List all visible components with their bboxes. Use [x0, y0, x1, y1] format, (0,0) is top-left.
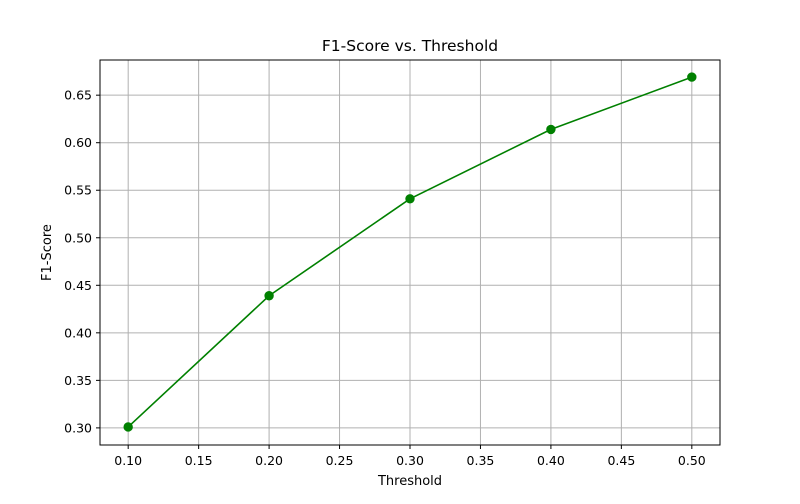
data-point [264, 291, 274, 301]
x-tick-label: 0.25 [326, 453, 354, 468]
data-point [405, 194, 415, 204]
x-tick-label: 0.30 [396, 453, 424, 468]
y-tick-label: 0.50 [64, 230, 92, 245]
data-point [687, 72, 697, 82]
y-tick-label: 0.40 [64, 325, 92, 340]
x-tick-label: 0.45 [607, 453, 635, 468]
x-tick-label: 0.20 [255, 453, 283, 468]
x-tick-label: 0.50 [678, 453, 706, 468]
tick-marks: 0.10 0.15 0.20 0.25 0.30 0.35 0.40 0.45 0.50 0.30… [64, 88, 706, 468]
data-point [546, 124, 556, 135]
x-tick-label: 0.10 [114, 453, 142, 468]
y-axis-label: F1-Score [40, 224, 55, 281]
x-tick-label: 0.15 [185, 453, 213, 468]
y-tick-label: 0.30 [64, 420, 92, 435]
x-axis-label: Threshold [377, 474, 442, 489]
chart-title: F1-Score vs. Threshold [322, 37, 498, 55]
y-tick-label: 0.65 [64, 88, 92, 103]
grid-lines [100, 60, 720, 445]
x-tick-label: 0.35 [467, 453, 495, 468]
x-tick-label: 0.40 [537, 453, 565, 468]
y-tick-label: 0.35 [64, 373, 92, 388]
y-tick-label: 0.55 [64, 183, 92, 198]
y-tick-label: 0.45 [64, 278, 92, 293]
data-point [123, 422, 133, 432]
series-layer [123, 72, 697, 432]
y-tick-label: 0.60 [64, 135, 92, 150]
